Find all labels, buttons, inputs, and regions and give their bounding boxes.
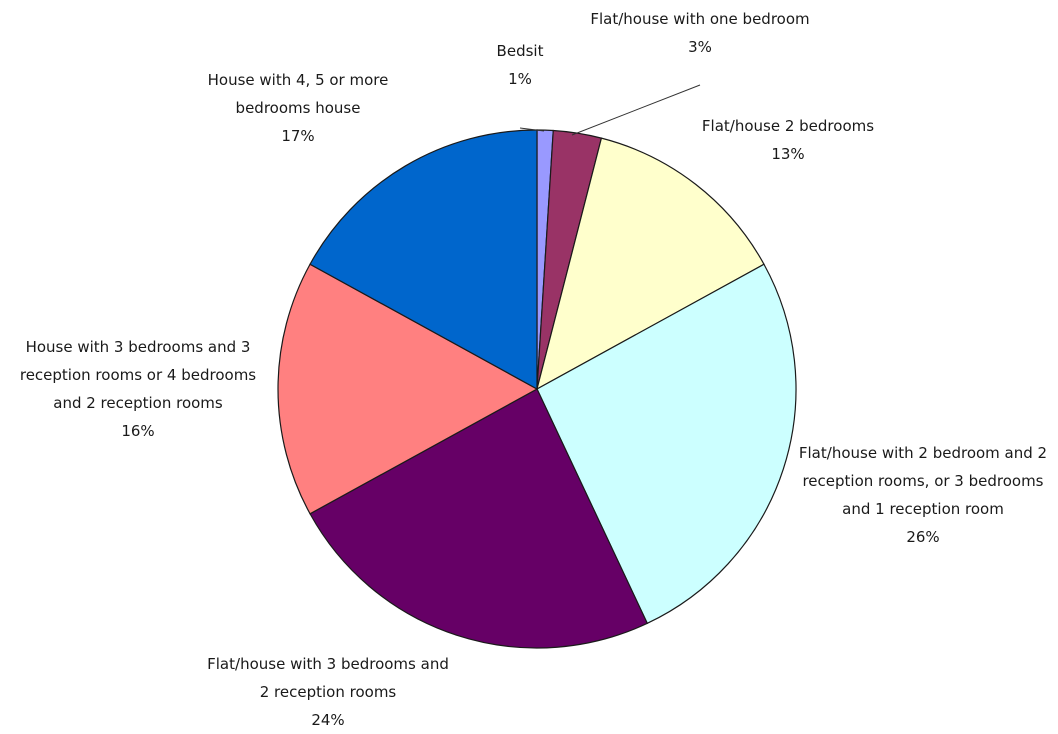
- slice-name-label: reception rooms, or 3 bedrooms: [802, 472, 1043, 490]
- slice-name-label: Flat/house with one bedroom: [590, 10, 809, 28]
- slice-label: Bedsit 1%: [497, 42, 544, 88]
- slices-layer: [277, 129, 797, 649]
- slice-name-label: and 1 reception room: [842, 500, 1004, 518]
- slice-label: Flat/house 2 bedrooms 13%: [702, 117, 874, 163]
- slice-name-label: House with 3 bedrooms and 3: [26, 338, 251, 356]
- slice-name-label: Flat/house with 2 bedroom and 2: [799, 444, 1047, 462]
- slice-value-label: 17%: [281, 127, 314, 145]
- slice-label: Flat/house with one bedroom 3%: [590, 10, 809, 56]
- pie-slice: [536, 263, 797, 625]
- slice-value-label: 24%: [311, 711, 344, 729]
- slice-name-label: House with 4, 5 or more: [208, 71, 389, 89]
- slice-name-label: and 2 reception rooms: [53, 394, 223, 412]
- leader-line: [519, 127, 545, 132]
- slice-label: House with 4, 5 or more bedrooms house 17%: [208, 71, 389, 145]
- slice-name-label: Flat/house with 3 bedrooms and: [207, 655, 449, 673]
- slice-value-label: 16%: [121, 422, 154, 440]
- slice-label: Flat/house with 3 bedrooms and 2 receptio…: [207, 655, 449, 729]
- pie-slice: [536, 137, 765, 391]
- pie-slice: [309, 129, 538, 391]
- slice-name-label: reception rooms or 4 bedrooms: [20, 366, 256, 384]
- slice-name-label: Bedsit: [497, 42, 544, 60]
- slice-label: Flat/house with 2 bedroom and 2 reception…: [799, 444, 1047, 546]
- slice-value-label: 3%: [688, 38, 712, 56]
- labels-layer: Bedsit 1%Flat/house with one bedroom 3%Fla…: [20, 10, 1047, 729]
- slice-value-label: 13%: [771, 145, 804, 163]
- slice-label: House with 3 bedrooms and 3 reception roo…: [20, 338, 256, 440]
- slice-name-label: 2 reception rooms: [260, 683, 397, 701]
- pie-slice: [309, 388, 649, 649]
- pie-slice: [277, 263, 539, 515]
- leaders-layer: [519, 84, 701, 136]
- slice-name-label: bedrooms house: [236, 99, 361, 117]
- slice-name-label: Flat/house 2 bedrooms: [702, 117, 874, 135]
- leader-line: [571, 84, 701, 136]
- slice-value-label: 26%: [906, 528, 939, 546]
- slice-value-label: 1%: [508, 70, 532, 88]
